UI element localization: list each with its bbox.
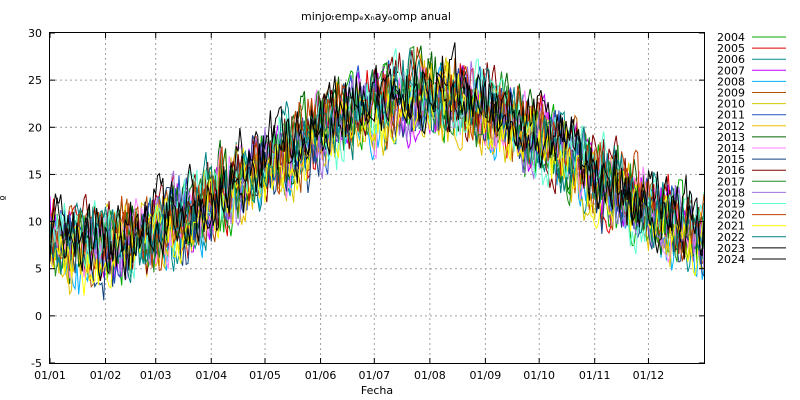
legend-label-2021: 2021 — [717, 220, 745, 233]
x-tick-label: 01/05 — [249, 369, 281, 382]
legend-label-2016: 2016 — [717, 164, 745, 177]
legend-label-2010: 2010 — [717, 98, 745, 111]
x-tick-label: 01/09 — [470, 369, 502, 382]
legend-label-2019: 2019 — [717, 198, 745, 211]
legend-label-2020: 2020 — [717, 209, 745, 222]
legend-label-2006: 2006 — [717, 53, 745, 66]
legend-label-2004: 2004 — [717, 31, 745, 44]
y-tick-label: 25 — [28, 74, 42, 87]
x-tick-label: 01/07 — [358, 369, 390, 382]
series-lines — [49, 42, 705, 301]
y-tick-label: 30 — [28, 27, 42, 40]
y-tick-label: 5 — [35, 263, 42, 276]
legend-label-2012: 2012 — [717, 120, 745, 133]
series-line-2016 — [49, 50, 705, 275]
chart-title: minjoₜempₑxₙayₒomp anual — [301, 10, 451, 23]
legend-label-2005: 2005 — [717, 42, 745, 55]
plot-frame — [49, 32, 705, 364]
y-tick-label: -5 — [31, 357, 42, 370]
x-tick-label: 01/12 — [633, 369, 665, 382]
x-tick-label: 01/03 — [140, 369, 172, 382]
x-tick-label: 01/02 — [90, 369, 122, 382]
series-line-2024 — [49, 64, 705, 280]
legend-label-2023: 2023 — [717, 242, 745, 255]
y-tick-label: 15 — [28, 168, 42, 181]
legend-label-2022: 2022 — [717, 231, 745, 244]
x-tick-label: 01/11 — [579, 369, 611, 382]
x-tick-label: 01/04 — [195, 369, 227, 382]
y-tick-label: 20 — [28, 121, 42, 134]
x-tick-label: 01/01 — [34, 369, 66, 382]
legend-label-2007: 2007 — [717, 64, 745, 77]
x-tick-label: 01/06 — [305, 369, 337, 382]
x-tick-label: 01/10 — [523, 369, 555, 382]
legend-label-2014: 2014 — [717, 142, 745, 155]
y-axis-label: º — [0, 195, 11, 200]
legend-label-2015: 2015 — [717, 153, 745, 166]
x-tick-label: 01/08 — [414, 369, 446, 382]
x-axis: 01/01 01/02 01/03 01/04 01/05 01/06 01/07 01/08… — [34, 33, 664, 382]
x-axis-label: Fecha — [361, 384, 393, 397]
y-axis: -5 0 5 10 15 20 25 30 — [28, 27, 704, 370]
y-tick-label: 0 — [35, 310, 42, 323]
legend-label-2008: 2008 — [717, 75, 745, 88]
legend-label-2018: 2018 — [717, 186, 745, 199]
legend: 2004200520062007200820092010201120122013… — [717, 31, 786, 266]
legend-label-2009: 2009 — [717, 87, 745, 100]
legend-label-2024: 2024 — [717, 253, 745, 266]
legend-label-2017: 2017 — [717, 175, 745, 188]
legend-label-2013: 2013 — [717, 131, 745, 144]
legend-label-2011: 2011 — [717, 109, 745, 122]
y-tick-label: 10 — [28, 216, 42, 229]
